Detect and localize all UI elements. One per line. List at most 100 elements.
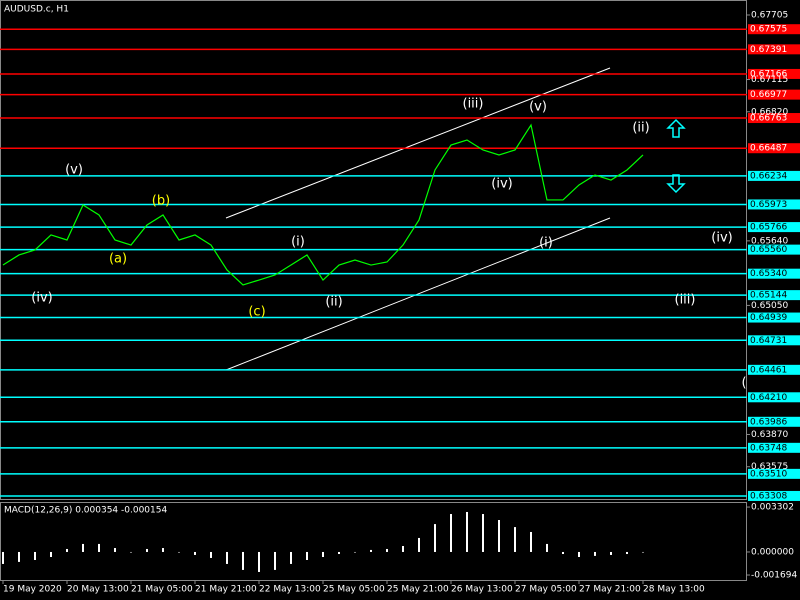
level-label: 0.66487 xyxy=(750,144,787,154)
x-tick-label: 28 May 13:00 xyxy=(643,585,705,595)
level-tag xyxy=(748,244,800,255)
macd-bar xyxy=(434,524,436,552)
macd-bar xyxy=(498,520,500,552)
macd-bar xyxy=(226,551,228,564)
macd-bar xyxy=(210,551,212,558)
level-label: 0.63748 xyxy=(750,443,787,453)
macd-bar xyxy=(178,551,180,553)
macd-bar xyxy=(402,545,404,552)
up-arrow xyxy=(666,118,686,138)
macd-bar xyxy=(162,548,164,552)
wave-label: (iv) xyxy=(711,231,732,246)
wave-label: (i) xyxy=(539,236,553,251)
level-label: 0.65973 xyxy=(750,200,787,210)
macd-bar xyxy=(50,551,52,558)
macd-bar xyxy=(354,551,356,553)
wave-label: (a) xyxy=(109,252,127,267)
y-tick-label: 0.000000 xyxy=(751,547,794,557)
level-label: 0.64731 xyxy=(750,336,787,346)
level-tag xyxy=(748,222,800,233)
price-line xyxy=(2,123,644,286)
level-tag xyxy=(748,364,800,375)
level-tag xyxy=(748,392,800,403)
level-tag xyxy=(748,143,800,154)
macd-bar xyxy=(594,551,596,556)
level-label: 0.65144 xyxy=(750,291,787,301)
macd-title: MACD(12,26,9) 0.000354 -0.000154 xyxy=(4,506,167,516)
wave-label: (iv) xyxy=(31,291,52,306)
level-label: 0.65766 xyxy=(750,223,787,233)
y-tick-label: 0.66820 xyxy=(751,107,788,117)
wave-label: (ii) xyxy=(325,295,342,310)
level-label: 0.65560 xyxy=(750,245,787,255)
level-label: 0.66763 xyxy=(750,114,787,124)
wave-label: (i) xyxy=(291,235,305,250)
level-label: 0.64939 xyxy=(750,313,787,323)
level-tag xyxy=(748,44,800,55)
macd-bar xyxy=(626,551,628,555)
x-tick-label: 19 May 2020 xyxy=(3,585,62,595)
y-tick-label: -0.001694 xyxy=(751,571,797,581)
x-tick-label: 27 May 05:00 xyxy=(515,585,577,595)
macd-bar xyxy=(546,543,548,552)
macd-bar xyxy=(274,551,276,570)
level-tag xyxy=(748,199,800,210)
macd-bar xyxy=(642,551,644,553)
macd-bar xyxy=(370,549,372,552)
level-tag xyxy=(748,170,800,181)
level-label: 0.67166 xyxy=(750,69,787,79)
level-label: 0.67575 xyxy=(750,25,787,35)
macd-bar xyxy=(418,537,420,552)
macd-bar xyxy=(450,514,452,552)
level-tag xyxy=(748,113,800,124)
wave-label: (iv) xyxy=(491,177,512,192)
channel-line xyxy=(225,67,611,219)
macd-bar xyxy=(146,548,148,552)
wave-label: ( xyxy=(741,376,746,391)
macd-bar xyxy=(306,551,308,561)
macd-bar xyxy=(514,527,516,552)
y-tick-label: 0.67705 xyxy=(751,10,788,20)
level-label: 0.63986 xyxy=(750,417,787,427)
macd-bar xyxy=(242,551,244,570)
x-tick-label: 27 May 21:00 xyxy=(579,585,641,595)
level-tag xyxy=(748,268,800,279)
x-tick-label: 21 May 21:00 xyxy=(195,585,257,595)
macd-bar xyxy=(114,548,116,552)
level-tag xyxy=(748,468,800,479)
macd-bar xyxy=(530,531,532,552)
macd-bar xyxy=(562,551,564,555)
wave-label: (v) xyxy=(529,100,547,115)
macd-bar xyxy=(322,551,324,558)
level-label: 0.64461 xyxy=(750,365,787,375)
chart-title: AUDUSD.c, H1 xyxy=(4,5,69,15)
macd-bar xyxy=(194,551,196,555)
y-tick-label: 0.003302 xyxy=(751,503,794,513)
wave-label: (c) xyxy=(248,305,265,320)
macd-bar xyxy=(66,548,68,552)
wave-label: (b) xyxy=(152,194,170,209)
macd-bar xyxy=(98,543,100,552)
level-label: 0.64210 xyxy=(750,393,787,403)
down-arrow xyxy=(666,174,686,194)
level-label: 0.63308 xyxy=(750,491,787,501)
channel-line xyxy=(225,217,611,371)
x-tick-label: 21 May 05:00 xyxy=(131,585,193,595)
level-tag xyxy=(748,312,800,323)
macd-bar xyxy=(578,551,580,558)
level-tag xyxy=(748,89,800,100)
macd-frame xyxy=(0,502,747,581)
wave-label: (iii) xyxy=(675,293,696,308)
x-tick-label: 26 May 13:00 xyxy=(451,585,513,595)
level-label: 0.63510 xyxy=(750,469,787,479)
x-tick-label: 25 May 05:00 xyxy=(323,585,385,595)
level-label: 0.66977 xyxy=(750,90,787,100)
x-tick-label: 22 May 13:00 xyxy=(259,585,321,595)
level-tag xyxy=(748,490,800,501)
macd-bar xyxy=(386,548,388,552)
level-label: 0.65340 xyxy=(750,269,787,279)
macd-bar xyxy=(2,551,4,564)
macd-bar xyxy=(338,551,340,555)
macd-bar xyxy=(34,551,36,561)
macd-bar xyxy=(482,514,484,552)
